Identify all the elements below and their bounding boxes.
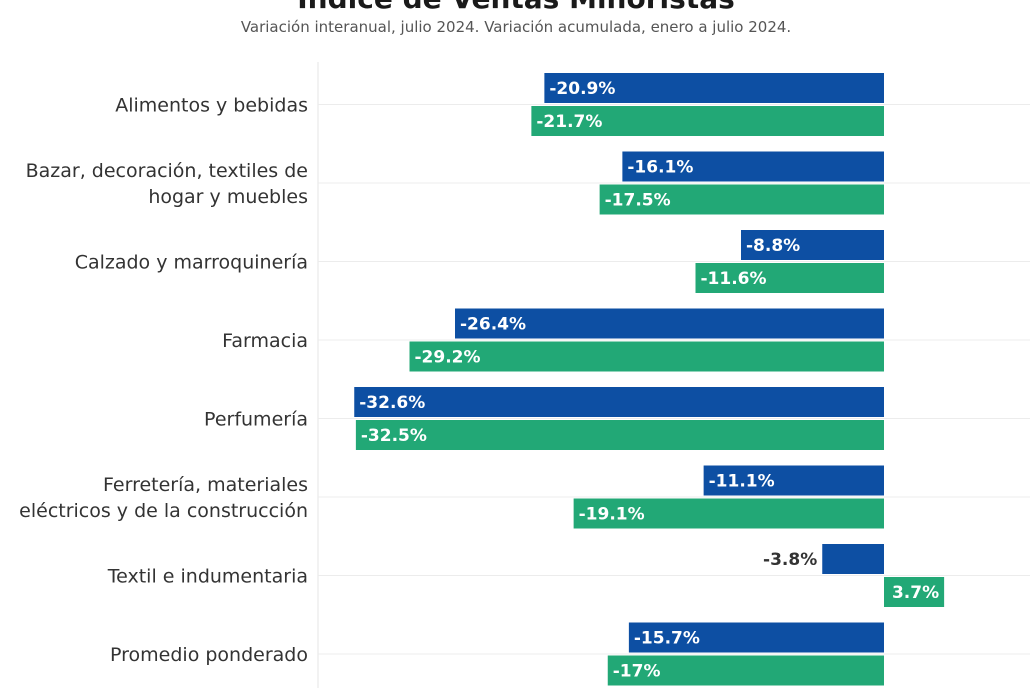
category-label: Ferretería, materiales — [103, 474, 308, 496]
category-label: Textil e indumentaria — [107, 566, 308, 588]
data-label: -17% — [613, 662, 661, 682]
category-label: Perfumería — [204, 409, 308, 431]
data-label: -21.7% — [536, 112, 602, 132]
bar-series-2 — [355, 420, 884, 450]
bar-series-2 — [531, 106, 884, 136]
bar-series-2 — [695, 263, 884, 293]
data-label: -3.8% — [763, 550, 817, 570]
bar-series-1 — [544, 73, 884, 103]
data-label: -15.7% — [634, 629, 700, 649]
data-label: -32.5% — [361, 426, 427, 446]
bar-series-1 — [703, 465, 884, 496]
data-label: -8.8% — [746, 236, 800, 256]
data-label: 3.7% — [892, 583, 939, 603]
bar-series-1 — [628, 622, 884, 653]
bar-series-1 — [822, 544, 884, 574]
data-label: -26.4% — [460, 315, 526, 335]
data-label: -11.6% — [701, 269, 767, 289]
bar-series-1 — [622, 151, 884, 182]
category-label: Calzado y marroquinería — [75, 252, 308, 274]
category-label: Promedio ponderado — [110, 644, 308, 666]
category-label: Bazar, decoración, textiles de — [26, 160, 308, 182]
bar-series-2 — [607, 655, 884, 686]
bar-series-2 — [409, 341, 884, 372]
category-label: Alimentos y bebidas — [115, 95, 308, 117]
bar-series-1 — [455, 308, 884, 339]
data-label: -11.1% — [709, 472, 775, 492]
data-label: -29.2% — [415, 348, 481, 368]
data-label: -16.1% — [627, 158, 693, 178]
category-label: eléctricos y de la construcción — [19, 500, 308, 522]
bar-series-2 — [599, 184, 884, 215]
data-label: -19.1% — [579, 505, 645, 525]
chart-subtitle: Variación interanual, julio 2024. Variac… — [240, 18, 792, 36]
bar-series-1 — [741, 230, 884, 260]
bar-series-1 — [354, 387, 884, 417]
chart-title: Índice de Ventas Minoristas — [0, 0, 1032, 15]
category-label: Farmacia — [222, 330, 308, 352]
data-label: -20.9% — [549, 79, 615, 99]
data-label: -17.5% — [605, 191, 671, 211]
data-label: -32.6% — [359, 393, 425, 413]
bar-series-2 — [573, 498, 884, 529]
bar-series-2 — [884, 577, 945, 607]
category-label: hogar y muebles — [148, 186, 308, 208]
